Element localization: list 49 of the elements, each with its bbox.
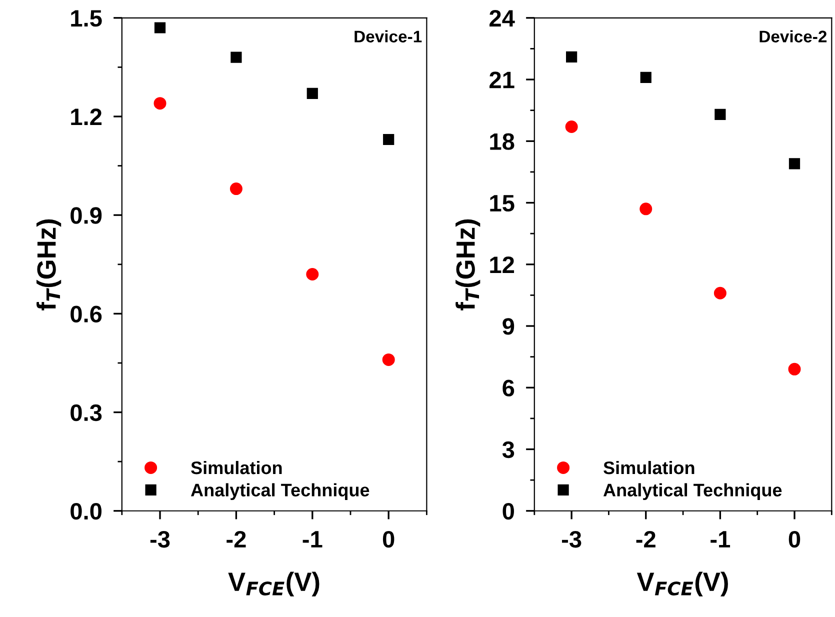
point (154, 97, 166, 110)
y-tick-label: 21 (490, 72, 514, 88)
x-tick-label: -2 (636, 530, 656, 548)
point (714, 108, 726, 120)
y-tick-label: 3 (502, 441, 514, 458)
point (154, 22, 166, 34)
point (230, 182, 242, 196)
point (788, 362, 801, 376)
y-tick-label: 0.0 (70, 502, 102, 520)
point (306, 268, 319, 280)
y-tick-label: 0 (502, 502, 514, 520)
y-axis-title: f$_{T}$(GHz) (36, 219, 62, 310)
x-axis-title: V$_{FCE}$(V) (636, 572, 728, 596)
point (788, 158, 800, 170)
legend-label: Analytical Technique (603, 483, 782, 500)
point (640, 202, 652, 216)
x-tick-label: 0 (382, 530, 394, 548)
x-tick-label: -2 (226, 530, 246, 548)
annotation: Device-2 (760, 30, 827, 42)
point (566, 51, 578, 62)
y-tick-label: 1.2 (71, 108, 102, 126)
legend-label: Simulation (604, 460, 694, 474)
point (565, 120, 578, 134)
y-tick-label: 18 (490, 133, 514, 150)
x-axis-title: V$_{FCE}$(V) (228, 572, 320, 596)
x-tick-label: -1 (302, 531, 322, 548)
y-tick-label: 0.9 (70, 207, 102, 224)
point (383, 134, 394, 146)
y-tick-label: 0.3 (70, 404, 102, 422)
legend-label: Simulation (191, 460, 282, 474)
point (714, 286, 726, 300)
point (306, 88, 318, 100)
y-tick-label: 6 (502, 380, 514, 396)
legend-label: Analytical Technique (190, 483, 370, 500)
point (640, 72, 652, 84)
annotation: Device-1 (354, 30, 422, 42)
y-tick-label: 0.6 (70, 306, 102, 322)
point (230, 52, 242, 63)
x-tick-label: -3 (150, 530, 170, 548)
point (382, 353, 395, 366)
y-tick-label: 15 (490, 195, 514, 212)
y-axis-title: f$_{T}$(GHz) (456, 219, 480, 310)
y-tick-label: 12 (490, 256, 514, 273)
y-tick-label: 24 (490, 10, 515, 26)
x-tick-label: 0 (788, 530, 800, 548)
y-tick-label: 9 (502, 318, 514, 335)
x-tick-label: -1 (710, 531, 730, 548)
x-tick-label: -3 (562, 530, 582, 548)
y-tick-label: 1.5 (71, 10, 102, 27)
